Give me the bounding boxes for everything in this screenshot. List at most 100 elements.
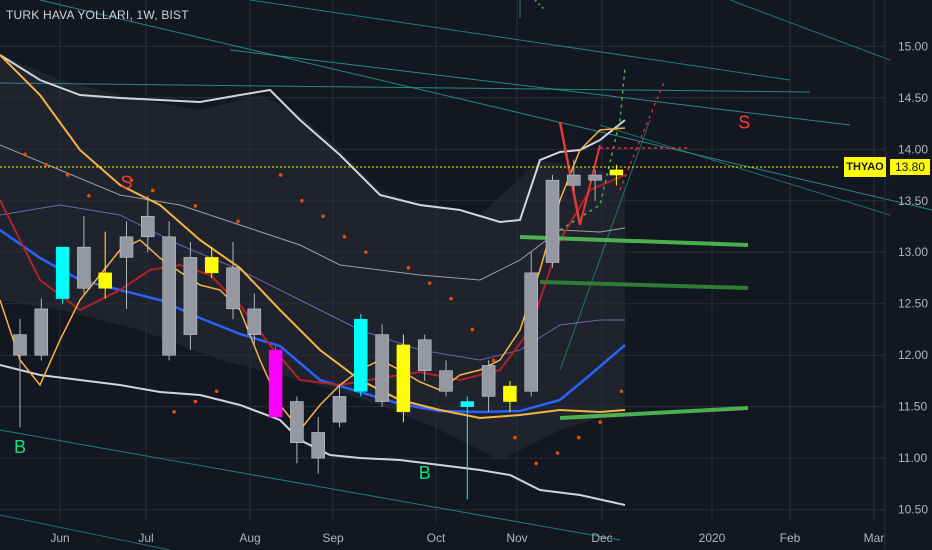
candle — [332, 386, 347, 428]
sell-signal-marker: S — [738, 113, 750, 133]
sar-dot — [321, 214, 326, 219]
x-tick-label: Sep — [322, 531, 344, 545]
x-tick-label: Feb — [780, 531, 801, 545]
sar-dot — [598, 420, 602, 424]
candle-body — [417, 339, 432, 371]
sar-dot — [214, 389, 219, 394]
x-tick-label: Oct — [427, 531, 446, 545]
x-tick-label: Jul — [138, 531, 153, 545]
candle — [290, 396, 304, 464]
candle-body — [545, 179, 560, 263]
candle — [119, 221, 134, 309]
sar-dot — [449, 296, 453, 301]
buy-signal-marker: B — [419, 463, 431, 483]
x-tick-label: Mar — [864, 531, 885, 545]
candle — [13, 319, 27, 428]
candle — [247, 293, 262, 345]
candle-body — [13, 334, 27, 356]
sar-dot — [513, 435, 517, 440]
candle-body — [460, 401, 475, 407]
candle — [396, 334, 411, 423]
candle-body — [481, 365, 496, 397]
candle — [162, 221, 176, 361]
y-tick-label: 11.00 — [898, 451, 927, 465]
x-tick-label: Nov — [506, 531, 527, 545]
candle-body — [141, 215, 155, 238]
candle — [204, 247, 219, 278]
candle — [55, 246, 70, 304]
sar-dot — [278, 173, 283, 177]
y-axis[interactable]: 15.00 14.50 14.00 13.50 13.00 12.50 12.00 11.50… — [884, 0, 928, 550]
candle-body — [503, 385, 517, 402]
candle — [567, 159, 581, 191]
y-tick-label: 12.00 — [898, 348, 928, 362]
sar-dot — [577, 435, 581, 440]
candle-body — [396, 344, 411, 413]
buy-signal-marker: B — [14, 437, 26, 457]
candle-body — [567, 174, 581, 186]
candle-body — [524, 272, 538, 392]
x-axis[interactable]: Jun Jul Aug Sep Oct Nov Dec 2020 Feb Mar — [50, 531, 884, 545]
y-tick-label: 13.00 — [898, 245, 928, 259]
sar-dot — [193, 399, 198, 404]
candle-body — [290, 401, 304, 443]
candle-body — [183, 257, 198, 335]
candle — [98, 231, 112, 299]
sar-dot — [619, 389, 624, 394]
sar-dot — [236, 219, 240, 224]
y-tick-label: 14.50 — [898, 91, 928, 105]
candle-body — [588, 174, 602, 181]
candle — [524, 252, 538, 397]
sar-dot — [427, 281, 432, 285]
y-tick-label: 11.50 — [898, 400, 927, 414]
y-tick-label: 13.50 — [898, 194, 928, 208]
candle — [417, 334, 432, 381]
candle — [503, 380, 517, 412]
sell-signal-marker: S — [120, 172, 132, 192]
sar-dot — [193, 204, 198, 208]
sar-dot — [172, 410, 176, 414]
sar-dot — [406, 265, 411, 270]
x-tick-label: Aug — [239, 531, 260, 545]
candle-body — [34, 308, 49, 356]
current-price-label: 13.80 — [890, 159, 930, 175]
candle-body — [609, 169, 624, 176]
chart-title: TURK HAVA YOLLARI, 1W, BIST — [6, 8, 189, 22]
candle — [77, 216, 91, 294]
candle — [34, 298, 49, 361]
x-tick-label: Jun — [50, 531, 69, 545]
candle-body — [268, 349, 283, 418]
candle-body — [226, 267, 240, 310]
candle — [481, 360, 496, 412]
sar-dot — [555, 451, 560, 455]
y-tick-label: 10.50 — [898, 503, 928, 517]
sar-dot — [151, 188, 155, 193]
candles — [13, 159, 624, 500]
candle-body — [162, 236, 176, 356]
candle — [226, 241, 240, 320]
sar-dot — [491, 358, 496, 363]
candle-body — [77, 246, 91, 289]
candle-body — [439, 370, 453, 392]
candle-body — [204, 257, 219, 274]
y-tick-label: 14.00 — [898, 142, 928, 156]
sar-dots — [23, 152, 624, 466]
candle — [545, 175, 560, 268]
x-tick-label: Dec — [591, 531, 612, 545]
candle — [354, 314, 368, 397]
candle — [311, 416, 325, 474]
sar-dot — [470, 327, 475, 332]
channel-ribbon — [0, 55, 625, 460]
candle — [183, 241, 198, 351]
sar-dot — [65, 173, 70, 177]
candle-body — [55, 246, 70, 299]
sar-dot — [364, 250, 368, 255]
sar-dot — [44, 162, 49, 167]
candle — [439, 360, 453, 397]
sar-dot — [342, 235, 347, 239]
candle — [268, 344, 283, 418]
candle-body — [354, 318, 368, 392]
y-tick-label: 15.00 — [898, 39, 928, 53]
